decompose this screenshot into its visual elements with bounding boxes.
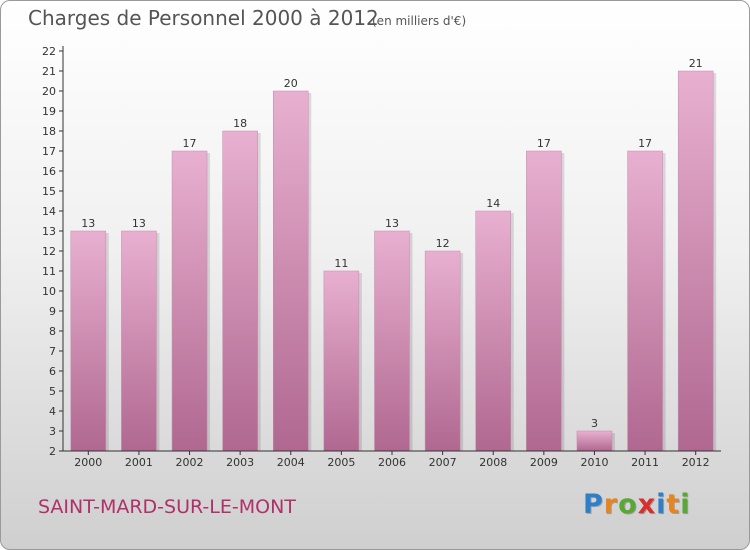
x-tick-label: 2008: [479, 456, 507, 469]
bar: [273, 90, 309, 452]
data-label: 20: [284, 77, 298, 90]
x-tick-label: 2011: [631, 456, 659, 469]
data-label: 13: [81, 217, 95, 230]
chart-subtitle: (en milliers d'€): [372, 14, 467, 28]
x-tick-label: 2001: [125, 456, 153, 469]
x-tick-label: 2009: [530, 456, 558, 469]
proxiti-logo: Proxiti: [583, 489, 691, 520]
data-label: 21: [689, 57, 703, 70]
x-tick-label: 2004: [277, 456, 305, 469]
data-label: 17: [638, 137, 652, 150]
logo-letter: t: [666, 489, 681, 520]
data-label: 11: [334, 257, 348, 270]
y-tick-label: 6: [49, 365, 56, 378]
y-tick-label: 5: [49, 385, 56, 398]
bar: [576, 430, 613, 452]
logo-letter: i: [680, 489, 691, 520]
y-tick-label: 15: [42, 185, 56, 198]
y-tick-label: 10: [42, 285, 56, 298]
y-tick-label: 19: [42, 105, 56, 118]
bar: [627, 150, 663, 452]
data-label: 13: [132, 217, 146, 230]
x-tick-label: 2002: [176, 456, 204, 469]
data-label: 12: [436, 237, 450, 250]
y-tick-label: 4: [49, 405, 56, 418]
logo-letter: i: [656, 489, 667, 520]
data-label: 14: [486, 197, 500, 210]
bar: [374, 230, 410, 452]
bar: [121, 230, 157, 452]
logo-letter: r: [603, 489, 619, 520]
logo-letter: x: [637, 489, 657, 520]
y-tick-label: 3: [49, 425, 56, 438]
bar: [323, 270, 360, 452]
y-tick-label: 13: [42, 225, 56, 238]
y-tick-label: 7: [49, 345, 56, 358]
y-tick-label: 12: [42, 245, 56, 258]
x-tick-label: 2003: [226, 456, 254, 469]
y-tick-label: 17: [42, 145, 56, 158]
x-tick-label: 2005: [327, 456, 355, 469]
y-tick-label: 16: [42, 165, 56, 178]
x-tick-label: 2012: [682, 456, 710, 469]
logo-letter: P: [583, 489, 604, 520]
commune-name: SAINT-MARD-SUR-LE-MONT: [38, 496, 296, 518]
y-tick-label: 18: [42, 125, 56, 138]
y-tick-label: 2: [49, 445, 56, 458]
bar: [171, 150, 208, 452]
logo-letter: o: [618, 489, 638, 520]
y-tick-label: 21: [42, 65, 56, 78]
y-tick-label: 22: [42, 45, 56, 58]
x-tick-label: 2000: [74, 456, 102, 469]
y-tick-label: 20: [42, 85, 56, 98]
bar: [475, 210, 511, 452]
x-tick-label: 2007: [429, 456, 457, 469]
y-tick-label: 14: [42, 205, 56, 218]
y-tick-label: 11: [42, 265, 56, 278]
data-label: 18: [233, 117, 247, 130]
y-tick-label: 9: [49, 305, 56, 318]
bar: [424, 250, 461, 452]
data-label: 17: [537, 137, 551, 150]
bar: [222, 130, 258, 452]
x-tick-label: 2010: [580, 456, 608, 469]
y-tick-label: 8: [49, 325, 56, 338]
data-label: 13: [385, 217, 399, 230]
x-tick-label: 2006: [378, 456, 406, 469]
bar: [70, 230, 107, 452]
bar: [526, 150, 562, 452]
bar: [677, 70, 714, 452]
data-label: 17: [183, 137, 197, 150]
data-label: 3: [591, 417, 598, 430]
chart-title: Charges de Personnel 2000 à 2012: [28, 6, 379, 30]
